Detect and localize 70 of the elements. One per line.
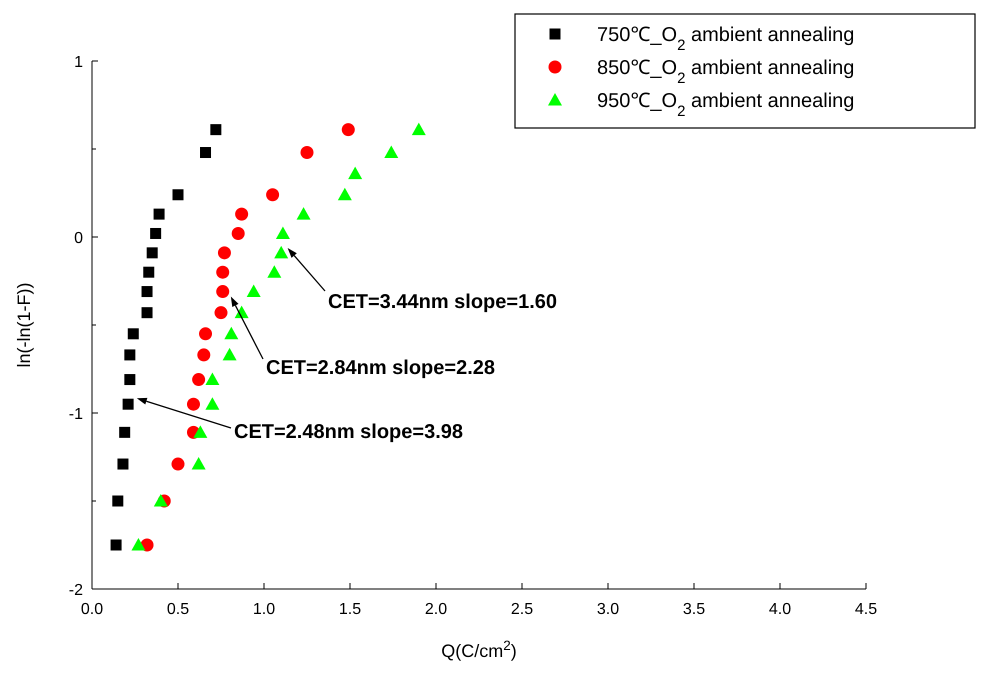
y-axis-title: ln(-ln(1-F)) (14, 282, 34, 368)
point (200, 147, 212, 158)
point (300, 146, 314, 160)
point (197, 348, 210, 362)
annotation: CET=3.44nm slope=1.60 (328, 291, 558, 313)
point (276, 226, 290, 239)
point (112, 496, 124, 506)
x-tick-label: 0.5 (166, 601, 190, 618)
point (124, 374, 136, 386)
point (216, 285, 230, 298)
point (142, 286, 153, 298)
point (348, 166, 362, 180)
x-tick-label: 1.5 (338, 601, 362, 618)
x-tick-label: 4.0 (768, 601, 792, 618)
point (192, 373, 206, 386)
point (154, 494, 168, 506)
x-tick-label: 2.5 (510, 601, 534, 618)
point (119, 426, 130, 438)
legend-label: 750℃_O$_{2}$ ambient annealing (597, 24, 854, 54)
point (146, 247, 158, 258)
point (338, 188, 352, 200)
legend-label: 850℃_O$_{2}$ ambient annealing (597, 57, 854, 86)
legend-label: 950℃_O$_{2}$ ambient annealing (597, 90, 854, 120)
point (235, 208, 248, 221)
point (117, 458, 128, 470)
point (224, 326, 238, 340)
point (154, 208, 165, 220)
point (124, 349, 136, 360)
point (172, 189, 184, 200)
point (266, 188, 280, 202)
point (205, 397, 220, 410)
x-tick-label: 4.5 (854, 601, 878, 618)
point (131, 538, 146, 550)
point (192, 457, 206, 470)
y-tick-label: 1 (74, 54, 84, 71)
x-axis-title: Q(C/cm$^{2}$) (441, 638, 517, 661)
point (199, 327, 212, 340)
y-tick-label: 0 (74, 230, 84, 247)
point (412, 122, 426, 136)
x-tick-label: 1.0 (252, 601, 276, 618)
point (150, 228, 162, 239)
point (128, 328, 139, 340)
point (274, 246, 288, 258)
point (296, 207, 311, 220)
point (342, 123, 355, 136)
point (214, 306, 228, 320)
y-tick-label: -1 (68, 406, 84, 423)
point (122, 398, 134, 410)
point (232, 226, 245, 240)
point (210, 124, 222, 136)
x-tick-label: 0.0 (80, 601, 104, 618)
point (193, 425, 208, 438)
point (172, 458, 184, 471)
point (186, 398, 200, 411)
y-tick-label: -2 (68, 582, 84, 599)
point (246, 284, 261, 298)
point (216, 266, 230, 279)
point (205, 372, 220, 386)
x-tick-label: 3.0 (596, 601, 620, 618)
x-tick-label: 3.5 (682, 601, 706, 618)
point (222, 348, 237, 360)
point (143, 266, 154, 278)
annotation: CET=2.48nm slope=3.98 (234, 421, 464, 443)
point (384, 146, 398, 158)
point (218, 246, 231, 260)
point (142, 307, 153, 318)
point (267, 265, 282, 278)
x-tick-label: 2.0 (424, 601, 448, 618)
point (110, 540, 122, 550)
annotation: CET=2.84nm slope=2.28 (266, 357, 496, 379)
